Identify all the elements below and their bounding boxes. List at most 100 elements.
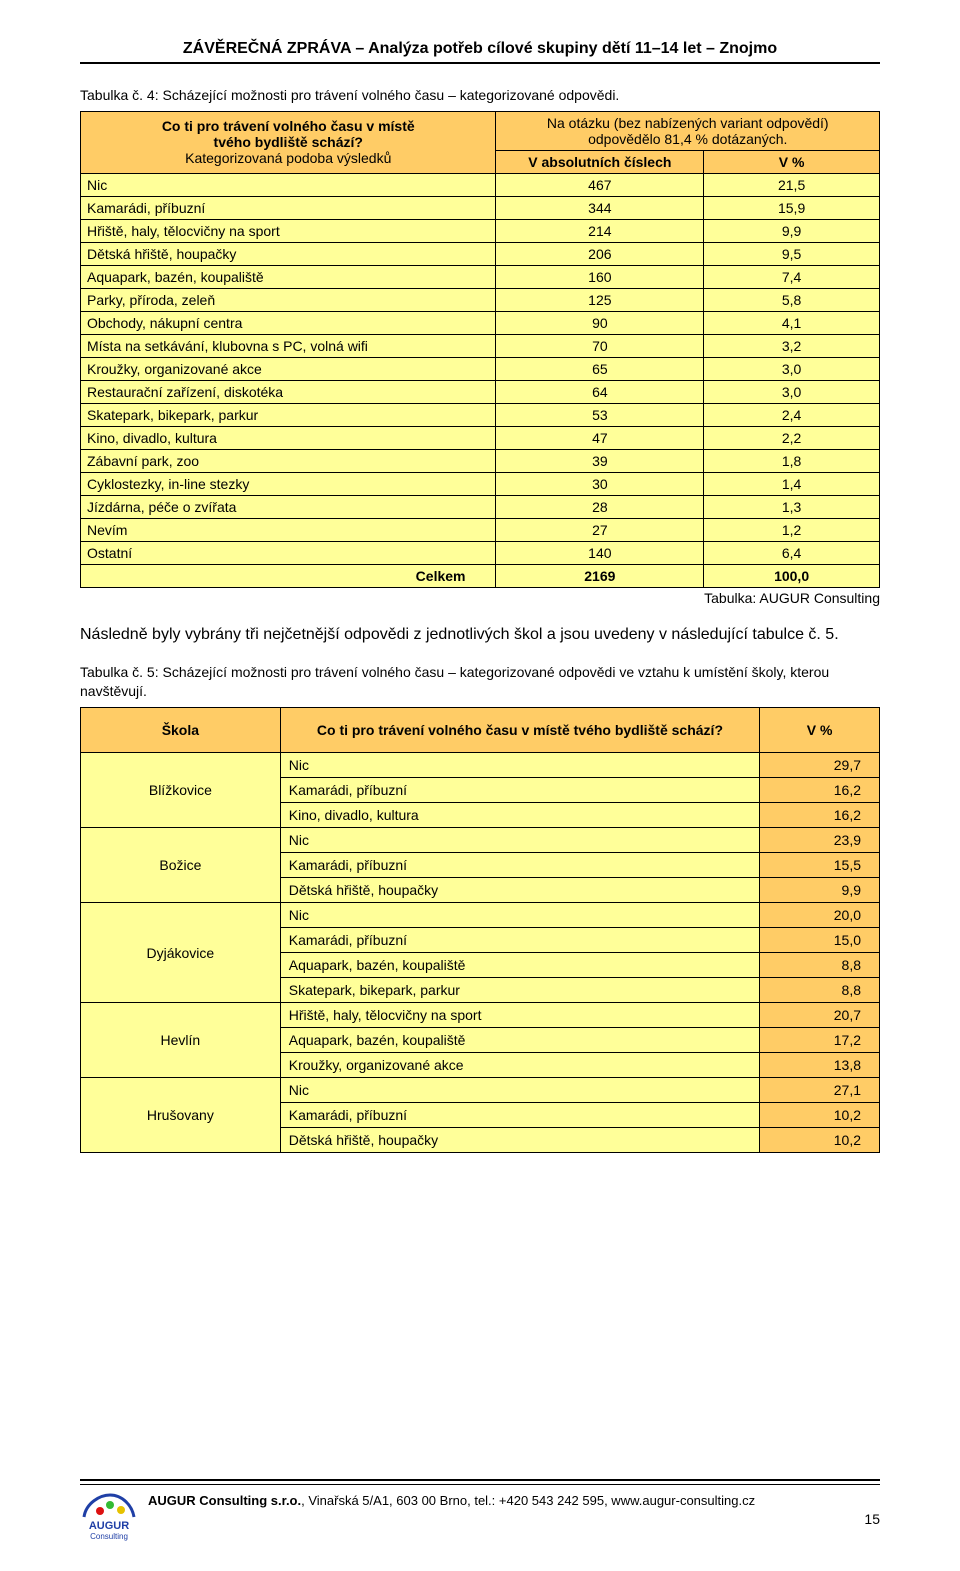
row-label: Hřiště, haly, tělocvičny na sport — [81, 219, 496, 242]
school-cell: Božice — [81, 828, 281, 903]
table1-question-sub: Kategorizovaná podoba výsledků — [87, 150, 489, 166]
row-abs: 47 — [496, 426, 704, 449]
svg-text:Consulting: Consulting — [90, 1532, 128, 1541]
row-abs: 467 — [496, 173, 704, 196]
category-cell: Aquapark, bazén, koupaliště — [280, 1028, 759, 1053]
table-row: Dětská hřiště, houpačky2069,5 — [81, 242, 880, 265]
row-label: Skatepark, bikepark, parkur — [81, 403, 496, 426]
row-abs: 30 — [496, 472, 704, 495]
row-pct: 1,2 — [704, 518, 880, 541]
row-label: Nic — [81, 173, 496, 196]
row-abs: 39 — [496, 449, 704, 472]
category-cell: Kroužky, organizované akce — [280, 1053, 759, 1078]
row-abs: 65 — [496, 357, 704, 380]
table1-header-row1: Co ti pro trávení volného času v místě t… — [81, 111, 880, 150]
row-abs: 160 — [496, 265, 704, 288]
table-row: Ostatní1406,4 — [81, 541, 880, 564]
school-cell: Hrušovany — [81, 1078, 281, 1153]
pct-cell: 27,1 — [760, 1078, 880, 1103]
row-pct: 21,5 — [704, 173, 880, 196]
category-cell: Kino, divadlo, kultura — [280, 803, 759, 828]
category-cell: Kamarádi, příbuzní — [280, 853, 759, 878]
category-cell: Hřiště, haly, tělocvičny na sport — [280, 1003, 759, 1028]
table-row: Jízdárna, péče o zvířata281,3 — [81, 495, 880, 518]
table1-question-cell: Co ti pro trávení volného času v místě t… — [81, 111, 496, 173]
row-pct: 1,3 — [704, 495, 880, 518]
footer-company-text: AUGUR Consulting s.r.o., Vinařská 5/A1, … — [148, 1487, 755, 1508]
category-cell: Kamarádi, příbuzní — [280, 928, 759, 953]
total-label: Celkem — [81, 564, 496, 587]
row-label: Kamarádi, příbuzní — [81, 196, 496, 219]
pct-cell: 8,8 — [760, 953, 880, 978]
table1-response-line1: Na otázku (bez nabízených variant odpově… — [502, 115, 873, 131]
row-pct: 5,8 — [704, 288, 880, 311]
row-abs: 125 — [496, 288, 704, 311]
table2-col-school: Škola — [81, 708, 281, 753]
table1: Co ti pro trávení volného času v místě t… — [80, 111, 880, 588]
pct-cell: 15,0 — [760, 928, 880, 953]
table2-caption: Tabulka č. 5: Scházející možnosti pro tr… — [80, 663, 880, 701]
category-cell: Nic — [280, 903, 759, 928]
category-cell: Nic — [280, 753, 759, 778]
row-label: Obchody, nákupní centra — [81, 311, 496, 334]
row-label: Parky, příroda, zeleň — [81, 288, 496, 311]
table1-question-line2: tvého bydliště schází? — [87, 134, 489, 150]
pct-cell: 10,2 — [760, 1103, 880, 1128]
row-abs: 53 — [496, 403, 704, 426]
row-abs: 70 — [496, 334, 704, 357]
row-abs: 90 — [496, 311, 704, 334]
row-label: Jízdárna, péče o zvířata — [81, 495, 496, 518]
row-label: Kino, divadlo, kultura — [81, 426, 496, 449]
school-cell: Dyjákovice — [81, 903, 281, 1003]
category-cell: Skatepark, bikepark, parkur — [280, 978, 759, 1003]
pct-cell: 15,5 — [760, 853, 880, 878]
table-row: Kino, divadlo, kultura472,2 — [81, 426, 880, 449]
table1-source: Tabulka: AUGUR Consulting — [80, 590, 880, 606]
pct-cell: 17,2 — [760, 1028, 880, 1053]
school-cell: Hevlín — [81, 1003, 281, 1078]
table1-response-cell: Na otázku (bez nabízených variant odpově… — [496, 111, 880, 150]
page-header-title: ZÁVĚREČNÁ ZPRÁVA – Analýza potřeb cílové… — [80, 40, 880, 64]
table2: Škola Co ti pro trávení volného času v m… — [80, 707, 880, 1153]
row-abs: 214 — [496, 219, 704, 242]
category-cell: Aquapark, bazén, koupaliště — [280, 953, 759, 978]
table-row: Kamarádi, příbuzní34415,9 — [81, 196, 880, 219]
table-row: Místa na setkávání, klubovna s PC, volná… — [81, 334, 880, 357]
table-row: HevlínHřiště, haly, tělocvičny na sport2… — [81, 1003, 880, 1028]
table-row: Cyklostezky, in-line stezky301,4 — [81, 472, 880, 495]
pct-cell: 13,8 — [760, 1053, 880, 1078]
pct-cell: 29,7 — [760, 753, 880, 778]
table-row: DyjákoviceNic20,0 — [81, 903, 880, 928]
category-cell: Nic — [280, 828, 759, 853]
category-cell: Kamarádi, příbuzní — [280, 778, 759, 803]
school-cell: Blížkovice — [81, 753, 281, 828]
row-pct: 7,4 — [704, 265, 880, 288]
row-abs: 27 — [496, 518, 704, 541]
table-row: Parky, příroda, zeleň1255,8 — [81, 288, 880, 311]
row-abs: 28 — [496, 495, 704, 518]
table-row: Aquapark, bazén, koupaliště1607,4 — [81, 265, 880, 288]
category-cell: Kamarádi, příbuzní — [280, 1103, 759, 1128]
pct-cell: 20,7 — [760, 1003, 880, 1028]
row-label: Kroužky, organizované akce — [81, 357, 496, 380]
row-abs: 64 — [496, 380, 704, 403]
table-row: BlížkoviceNic29,7 — [81, 753, 880, 778]
table2-col-question: Co ti pro trávení volného času v místě t… — [280, 708, 759, 753]
table-row: Skatepark, bikepark, parkur532,4 — [81, 403, 880, 426]
table-row: Hřiště, haly, tělocvičny na sport2149,9 — [81, 219, 880, 242]
table-row: Kroužky, organizované akce653,0 — [81, 357, 880, 380]
pct-cell: 9,9 — [760, 878, 880, 903]
row-pct: 2,2 — [704, 426, 880, 449]
pct-cell: 23,9 — [760, 828, 880, 853]
table2-col-pct: V % — [760, 708, 880, 753]
row-label: Aquapark, bazén, koupaliště — [81, 265, 496, 288]
footer-company-rest: , Vinařská 5/A1, 603 00 Brno, tel.: +420… — [301, 1493, 755, 1508]
pct-cell: 10,2 — [760, 1128, 880, 1153]
table1-col-abs: V absolutních číslech — [496, 150, 704, 173]
row-pct: 9,5 — [704, 242, 880, 265]
row-label: Cyklostezky, in-line stezky — [81, 472, 496, 495]
table1-col-pct: V % — [704, 150, 880, 173]
total-abs: 2169 — [496, 564, 704, 587]
svg-text:AUGUR: AUGUR — [89, 1520, 129, 1532]
table-row: HrušovanyNic27,1 — [81, 1078, 880, 1103]
